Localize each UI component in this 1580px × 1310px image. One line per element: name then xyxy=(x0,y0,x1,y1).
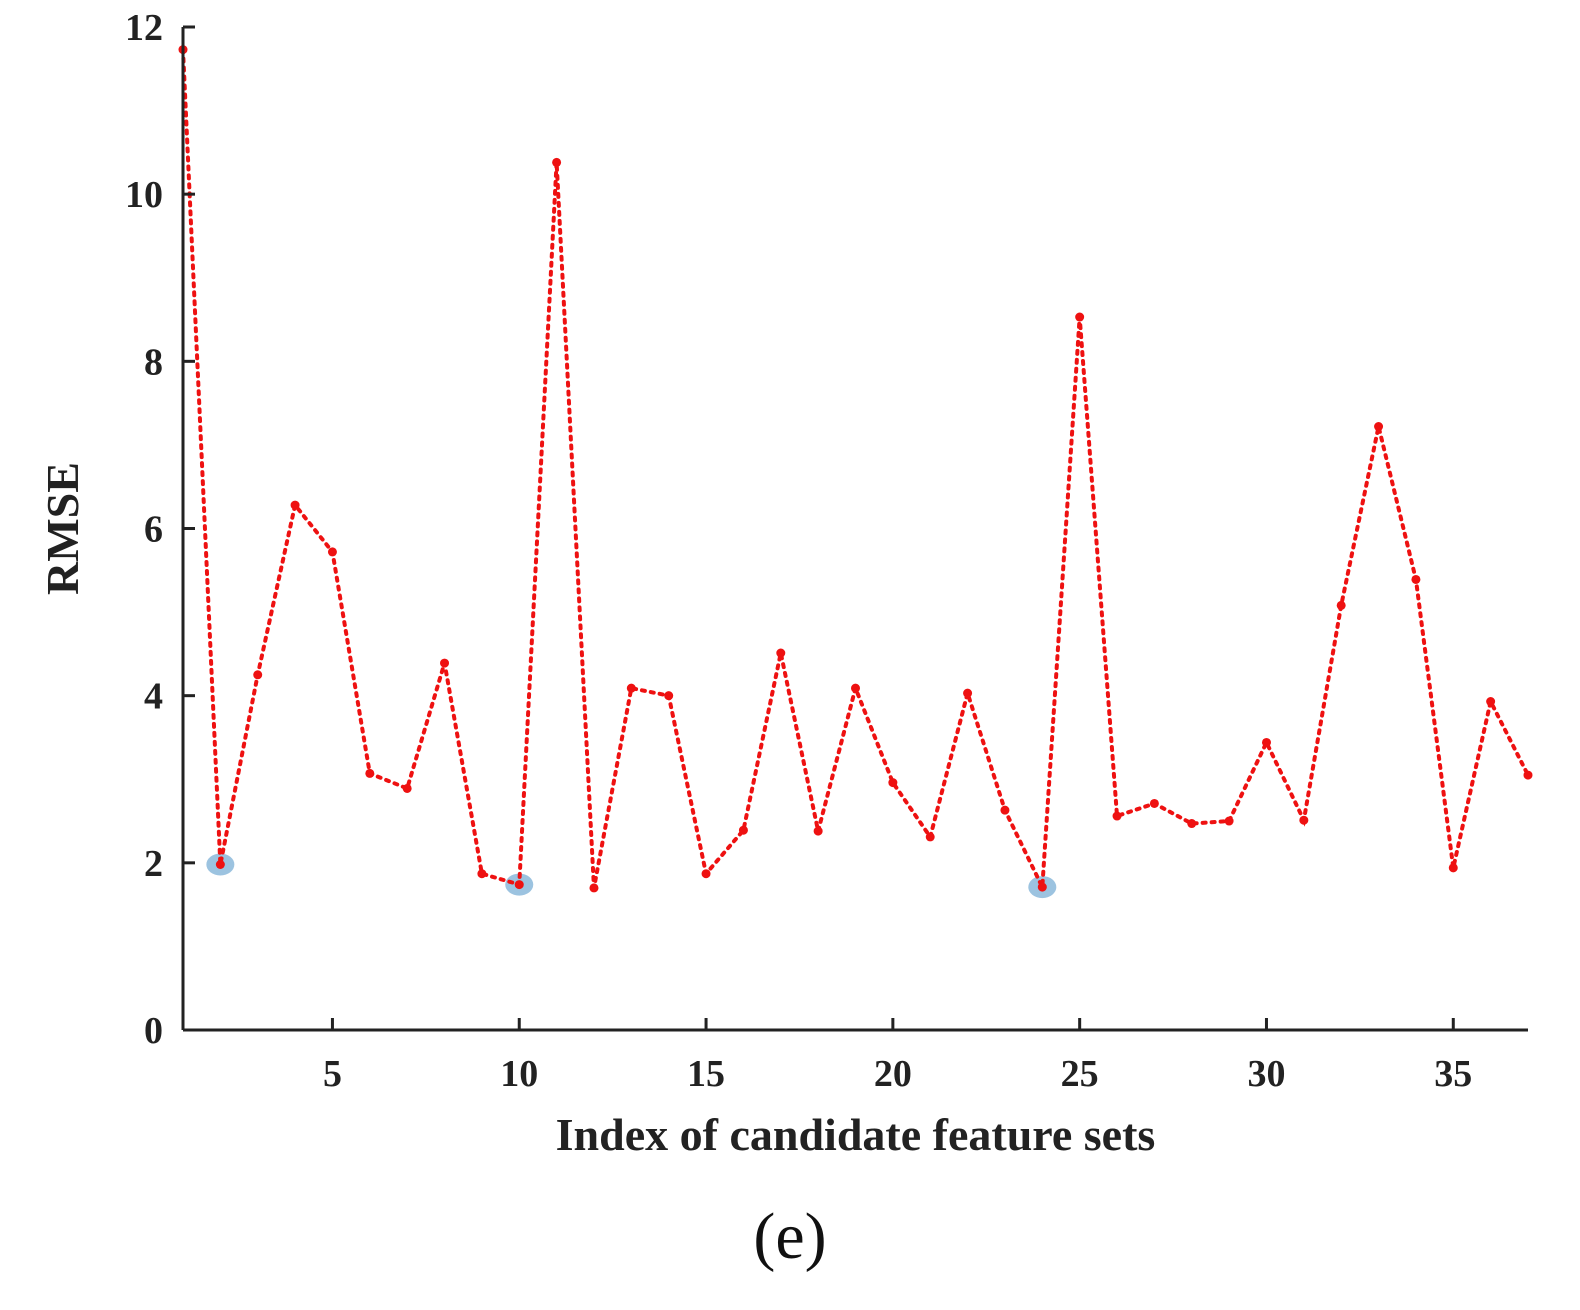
series-group xyxy=(178,45,1533,895)
y-axis-title: RMSE xyxy=(37,462,88,595)
x-ticks: 5 10 15 20 25 30 35 xyxy=(323,1018,1472,1095)
data-point xyxy=(440,658,450,668)
x-tick-label: 5 xyxy=(323,1053,342,1095)
data-point xyxy=(738,825,748,835)
highlight-markers xyxy=(206,853,1057,899)
data-point xyxy=(290,500,300,510)
panel-label: (e) xyxy=(753,1200,826,1273)
data-point xyxy=(1448,863,1458,873)
data-point xyxy=(701,869,711,879)
y-tick-label: 0 xyxy=(144,1010,163,1052)
data-point xyxy=(1112,811,1122,821)
x-tick-label: 10 xyxy=(500,1053,538,1095)
data-point xyxy=(925,832,935,842)
data-point xyxy=(1037,882,1047,892)
data-point xyxy=(1299,815,1309,825)
data-point xyxy=(1224,816,1234,826)
x-tick-label: 25 xyxy=(1061,1053,1099,1095)
series-line xyxy=(181,47,1530,895)
data-point xyxy=(1149,798,1159,808)
data-point xyxy=(552,157,562,167)
data-point xyxy=(1075,312,1085,322)
y-tick-label: 4 xyxy=(144,676,163,718)
data-point xyxy=(963,688,973,698)
data-point xyxy=(776,648,786,658)
data-point xyxy=(402,783,412,793)
data-point xyxy=(365,768,375,778)
x-tick-label: 20 xyxy=(874,1053,912,1095)
x-tick-label: 15 xyxy=(687,1053,725,1095)
data-point xyxy=(1261,737,1271,747)
data-point xyxy=(1000,805,1010,815)
y-tick-label: 10 xyxy=(125,174,163,216)
x-tick-label: 35 xyxy=(1434,1053,1472,1095)
data-point xyxy=(215,860,225,870)
y-tick-label: 8 xyxy=(144,341,163,383)
y-ticks: 0 2 4 6 8 10 12 xyxy=(125,7,195,1052)
data-point xyxy=(253,670,263,680)
x-tick-label: 30 xyxy=(1247,1053,1285,1095)
y-tick-label: 2 xyxy=(144,843,163,885)
data-point xyxy=(888,778,898,788)
data-point xyxy=(327,547,337,557)
data-point xyxy=(477,869,487,879)
x-axis-title: Index of candidate feature sets xyxy=(556,1109,1156,1160)
data-point xyxy=(514,880,524,890)
data-point xyxy=(1374,422,1384,432)
data-point xyxy=(1187,819,1197,829)
data-point xyxy=(1523,770,1533,780)
axes xyxy=(181,27,1528,1032)
y-tick-label: 12 xyxy=(125,7,163,49)
data-point xyxy=(664,691,674,701)
data-point xyxy=(1411,574,1421,584)
data-point xyxy=(1486,697,1496,707)
data-point xyxy=(851,683,860,693)
y-tick-label: 6 xyxy=(144,509,163,551)
data-point xyxy=(626,683,636,693)
data-point xyxy=(813,826,823,836)
data-point xyxy=(589,883,599,893)
data-point xyxy=(1336,600,1346,610)
